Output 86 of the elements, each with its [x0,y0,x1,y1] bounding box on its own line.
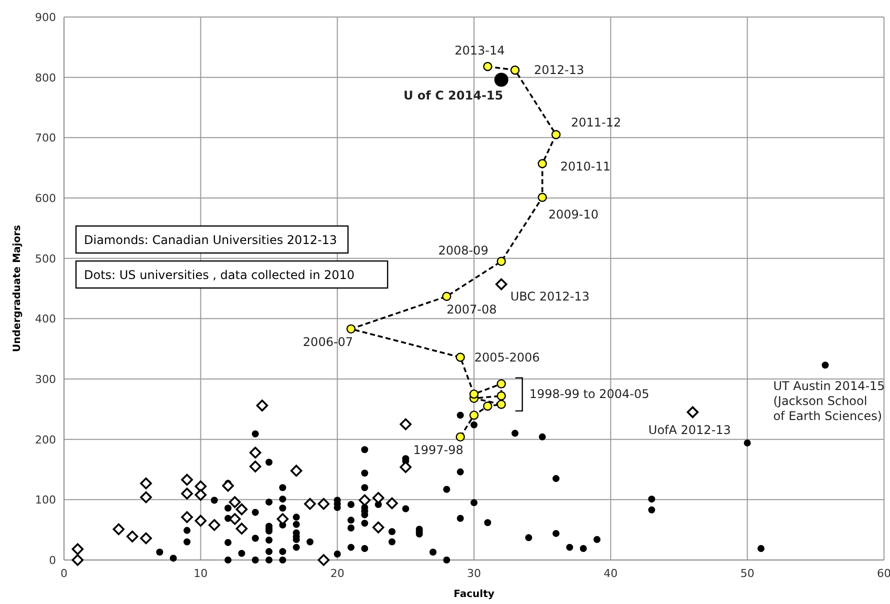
annotation: Dots: US universities , data collected in 2010 [84,268,355,282]
point [194,480,207,492]
point [181,511,193,524]
y-tick-label: 800 [35,71,56,84]
x-tick-label: 30 [467,567,481,580]
point [494,72,508,87]
note-box: Dots: US universities , data collected in 2010 [75,260,388,289]
annotation: U of C 2014-15 [404,88,504,103]
point [496,400,506,409]
y-tick-label: 700 [35,132,56,145]
point [140,477,152,490]
point [249,460,262,472]
annotation: Diamonds: Canadian Universities 2012-13 [84,233,338,247]
point [228,496,241,508]
point [236,522,248,535]
annotation: UofA 2012-13 [648,423,731,438]
point [318,554,330,566]
annotation: 2013-14 [454,43,505,58]
point [194,488,207,501]
point [72,543,84,556]
point [140,532,152,544]
point [442,292,452,301]
y-tick-label: 0 [49,554,56,567]
point [304,498,316,510]
x-tick-label: 10 [194,567,208,580]
y-tick-label: 600 [35,192,56,205]
annotation: 1998-99 to 2004-05 [529,387,650,402]
x-tick-label: 40 [604,567,618,580]
point [194,514,207,527]
annotation: 2007-08 [446,302,497,316]
x-tick-label: 20 [330,567,344,580]
point [256,400,268,412]
y-tick-label: 200 [35,433,56,446]
point [686,406,699,418]
point [551,130,561,140]
y-axis-title: Undergraduate Majors [12,225,23,352]
annotation: 2009-10 [548,207,598,222]
point [496,391,506,400]
annotation: 2011-12 [571,116,622,130]
x-tick-label: 0 [60,567,68,580]
point [456,432,465,442]
y-tick-label: 400 [35,312,56,326]
point [318,498,330,510]
point [386,497,398,510]
annotation: 2012-13 [534,63,584,78]
y-tick-label: 900 [35,11,56,24]
point [483,402,492,411]
point [469,410,479,420]
point [72,554,84,566]
point [372,522,384,534]
annotation: 1997-98 [413,442,464,457]
point [496,379,506,388]
point [346,324,356,334]
point [249,446,262,459]
annotation: 2010-11 [560,160,610,174]
y-tick-label: 300 [35,373,56,386]
point [496,256,506,266]
point [469,389,479,399]
point [208,519,220,531]
point [483,62,492,72]
point [538,192,547,202]
point [538,159,547,168]
x-tick-label: 60 [877,567,890,580]
point [456,352,465,362]
note-box: Diamonds: Canadian Universities 2012-13 [75,225,349,254]
point [400,418,412,430]
point [495,278,508,290]
annotation: 2006-07 [302,334,354,349]
annotation: UT Austin 2014-15 (Jackson School of Earth Sciences) [773,379,885,424]
x-tick-label: 50 [740,567,754,580]
annotation: 2005-2006 [474,350,540,364]
point [222,480,234,492]
point [358,494,371,506]
point [126,530,138,542]
point [181,488,193,500]
point [236,503,248,516]
point [181,474,193,486]
annotation: UBC 2012-13 [510,289,590,304]
point [140,491,152,504]
y-tick-label: 100 [35,494,56,507]
y-tick-label: 500 [35,252,56,266]
point [290,464,302,477]
x-axis-title: Faculty [454,589,495,600]
point [510,65,520,75]
point [112,523,125,536]
annotation: 2008-09 [438,243,488,258]
